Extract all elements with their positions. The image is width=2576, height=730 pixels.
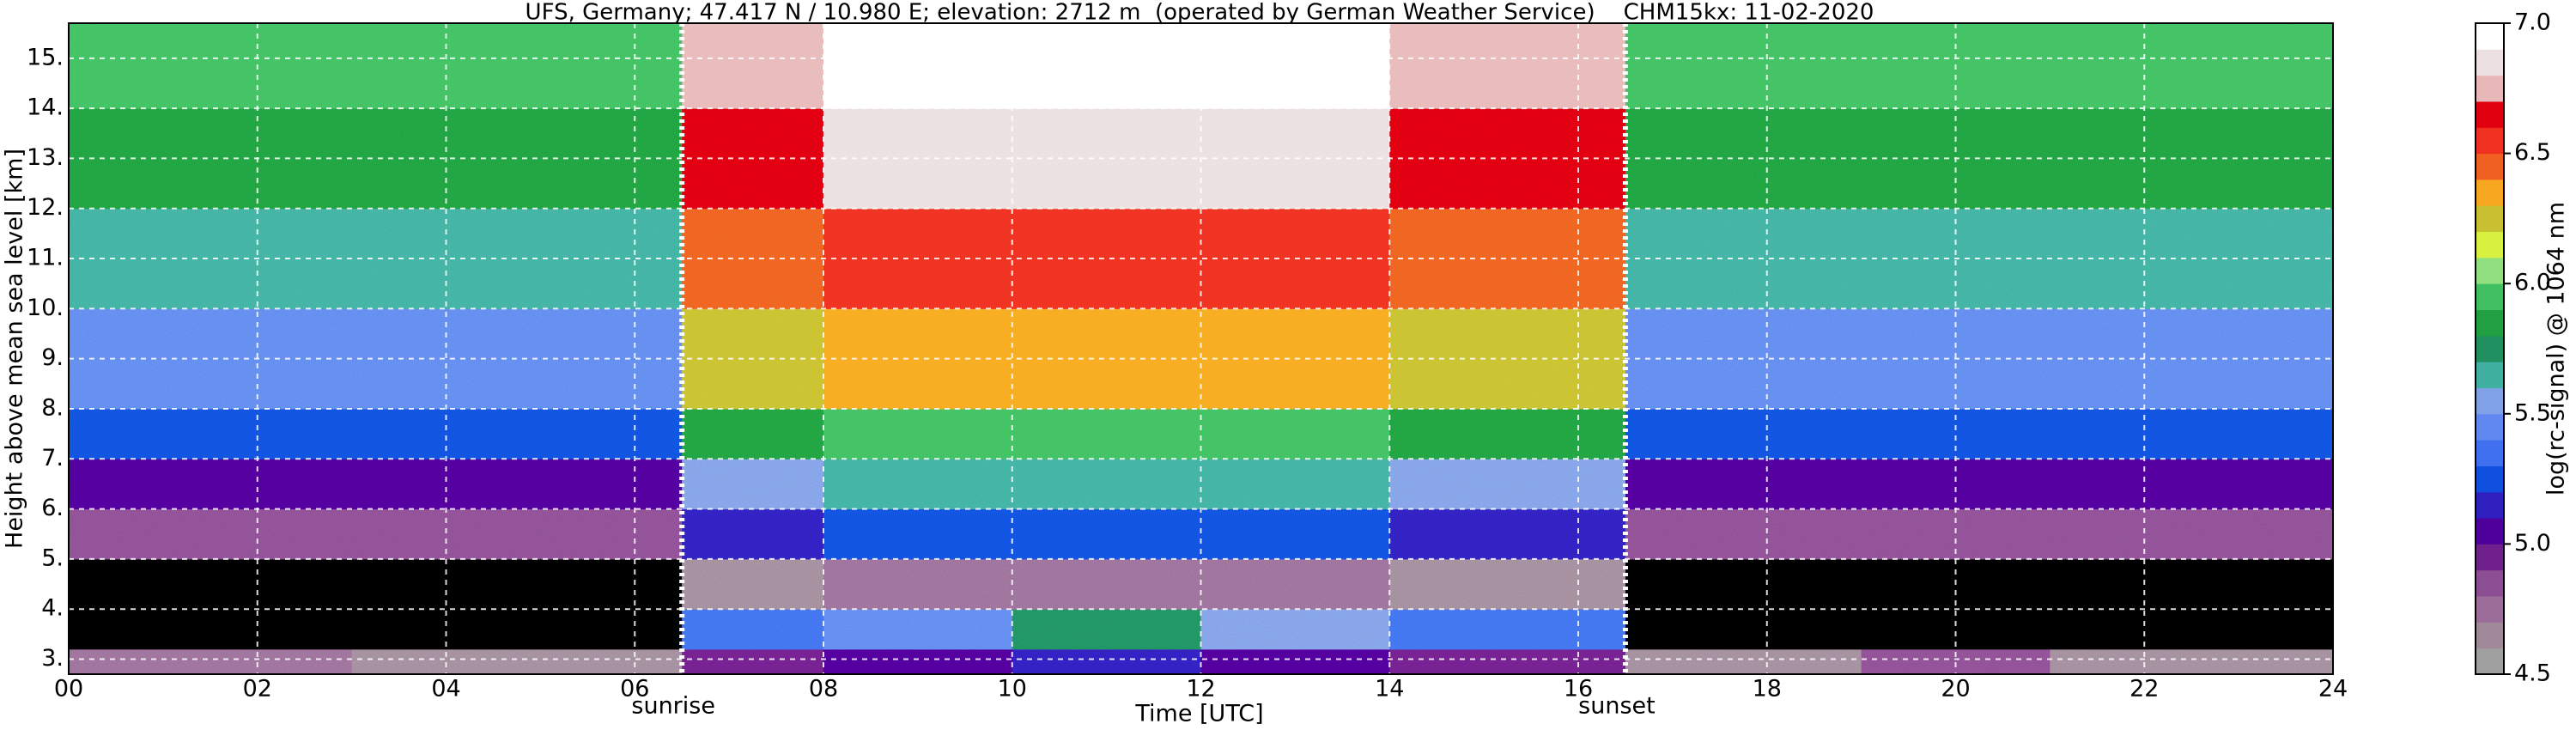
y-tick-label: 4. <box>41 595 64 622</box>
colorbar-label: log(rc-signal) @ 1064 nm <box>2543 202 2570 496</box>
y-tick-label: 3. <box>41 645 64 672</box>
colorbar-swatch <box>2476 153 2504 180</box>
colorbar-swatch <box>2476 205 2504 233</box>
colorbar-swatch <box>2476 75 2504 102</box>
noise-texture <box>69 23 2333 674</box>
colorbar-swatch <box>2476 440 2504 466</box>
y-tick-label: 14. <box>27 94 64 121</box>
annotation-label: sunrise <box>631 693 715 720</box>
y-tick-label: 6. <box>41 495 64 521</box>
axes: 00 02 04 06 08 10 12 14 16 18 20 22 24 3. 4. 5. 6. 7. 8. 9.… <box>27 23 2348 720</box>
colorbar-swatch <box>2476 622 2504 649</box>
colorbar-swatch <box>2476 309 2504 337</box>
x-tick-label: 06 <box>620 676 649 703</box>
x-tick-label: 18 <box>1753 676 1782 703</box>
colorbar-swatch <box>2476 23 2504 50</box>
x-tick-label: 24 <box>2318 676 2348 703</box>
colorbar-tick-label: 7.0 <box>2514 9 2551 36</box>
colorbar-tick-label: 5.0 <box>2514 530 2551 557</box>
x-tick-label: 04 <box>431 676 460 703</box>
plot-frame <box>68 22 2334 675</box>
colorbar-swatch <box>2476 49 2504 76</box>
y-tick-label: 11. <box>27 245 64 271</box>
colorbar-swatch <box>2476 362 2504 388</box>
colorbar-swatch <box>2476 127 2504 155</box>
colorbar-swatch <box>2476 387 2504 415</box>
x-tick-label: 14 <box>1375 676 1404 703</box>
y-tick-label: 5. <box>41 544 64 571</box>
colorbar-swatch <box>2476 100 2504 128</box>
colorbar-frame <box>2475 22 2505 675</box>
colorbar-swatch <box>2476 648 2504 675</box>
colorbar-swatch <box>2476 569 2504 597</box>
colorbar-swatch <box>2476 231 2504 259</box>
colorbar-swatch <box>2476 335 2504 362</box>
chart-title: UFS, Germany; 47.417 N / 10.980 E; eleva… <box>526 0 1874 26</box>
colorbar-swatch <box>2476 596 2504 623</box>
colorbar-tick-label: 6.0 <box>2514 270 2551 296</box>
y-tick-label: 15. <box>27 44 64 70</box>
colorbar-tick-label: 5.5 <box>2514 399 2551 426</box>
colorbar-swatch <box>2476 413 2504 441</box>
y-tick-label: 10. <box>27 295 64 321</box>
colorbar-swatch <box>2476 283 2504 311</box>
x-tick-label: 22 <box>2129 676 2159 703</box>
colorbar-tick-label: 6.5 <box>2514 139 2551 166</box>
x-tick-label: 12 <box>1186 676 1215 703</box>
x-tick-label: 10 <box>998 676 1027 703</box>
y-tick-label: 9. <box>41 344 64 371</box>
x-tick-label: 20 <box>1941 676 1970 703</box>
y-axis-label: Height above mean sea level [km] <box>2 149 28 549</box>
colorbar-swatch <box>2476 465 2504 493</box>
x-tick-label: 08 <box>809 676 838 703</box>
y-tick-label: 8. <box>41 394 64 421</box>
colorbar-swatch <box>2476 491 2504 519</box>
colorbar-swatch <box>2476 179 2504 206</box>
colorbar-swatch <box>2476 544 2504 571</box>
colorbar-swatch <box>2476 257 2504 284</box>
x-axis-label: Time [UTC] <box>1134 701 1263 727</box>
colorbar-swatch <box>2476 518 2504 544</box>
x-tick-label: 00 <box>54 676 83 703</box>
y-tick-label: 12. <box>27 194 64 221</box>
x-tick-label: 16 <box>1564 676 1593 703</box>
colorbar-tick-label: 4.5 <box>2514 660 2551 687</box>
y-tick-label: 7. <box>41 445 64 471</box>
y-tick-label: 13. <box>27 144 64 171</box>
annotation-label: sunset <box>1578 693 1656 720</box>
x-tick-label: 02 <box>243 676 272 703</box>
